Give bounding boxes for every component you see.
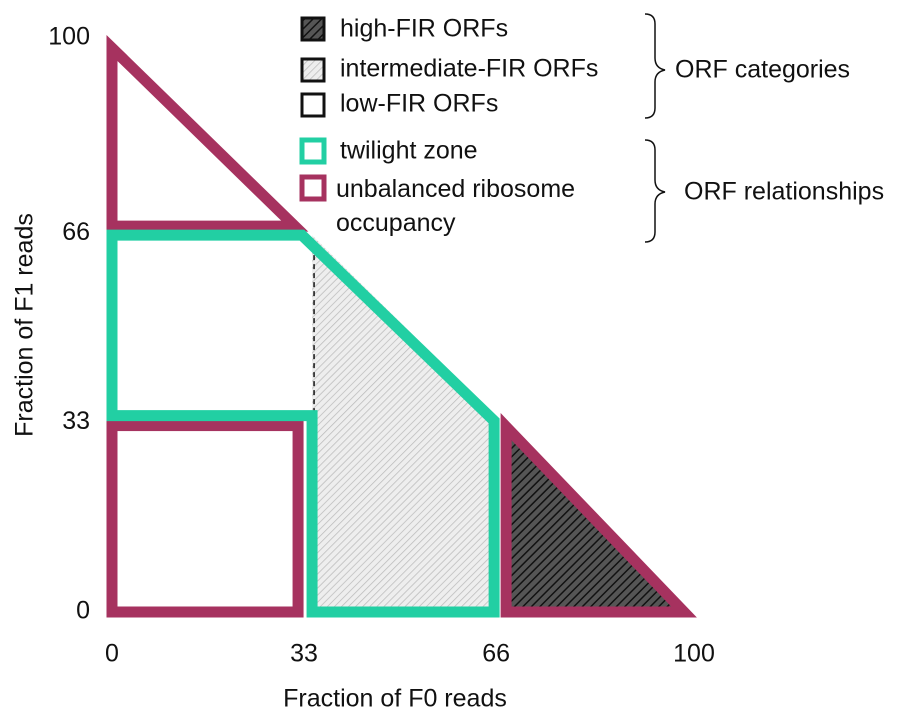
swatch-intermediate <box>300 57 326 83</box>
y-tick-label: 100 <box>48 23 90 51</box>
x-tick-label: 0 <box>105 640 119 668</box>
unbalanced-low <box>106 420 304 618</box>
swatch-twilight <box>299 137 327 165</box>
x-tick-label: 100 <box>673 640 715 668</box>
legend-label-box: unbalanced ribosome occupancy <box>336 175 576 237</box>
y-tick-label: 0 <box>76 597 90 625</box>
legend-label: high-FIR ORFs <box>340 15 508 43</box>
swatch-unbalanced <box>299 174 327 202</box>
swatch-low <box>300 92 326 118</box>
x-tick-label: 33 <box>290 640 318 668</box>
group-label: ORF categories <box>675 56 850 84</box>
legend-label: twilight zone <box>340 137 478 165</box>
legend-label: intermediate-FIR ORFs <box>340 55 598 83</box>
brace <box>644 139 666 243</box>
high-region <box>500 413 697 618</box>
y-tick-label: 66 <box>62 218 90 246</box>
y-axis-label: Fraction of F1 reads <box>11 213 39 437</box>
legend-label: unbalanced ribosome occupancy <box>336 175 576 237</box>
regions <box>106 34 697 618</box>
group-label: ORF relationships <box>684 178 884 206</box>
twilight-zone <box>106 229 500 618</box>
legend-label: low-FIR ORFs <box>340 90 498 118</box>
brace <box>644 13 666 119</box>
y-tick-label: 33 <box>62 407 90 435</box>
x-tick-label: 66 <box>482 640 510 668</box>
swatch-high <box>300 16 326 42</box>
unbalanced-top <box>106 34 309 232</box>
intermediate-region <box>312 235 495 612</box>
x-axis-label: Fraction of F0 reads <box>283 685 507 713</box>
